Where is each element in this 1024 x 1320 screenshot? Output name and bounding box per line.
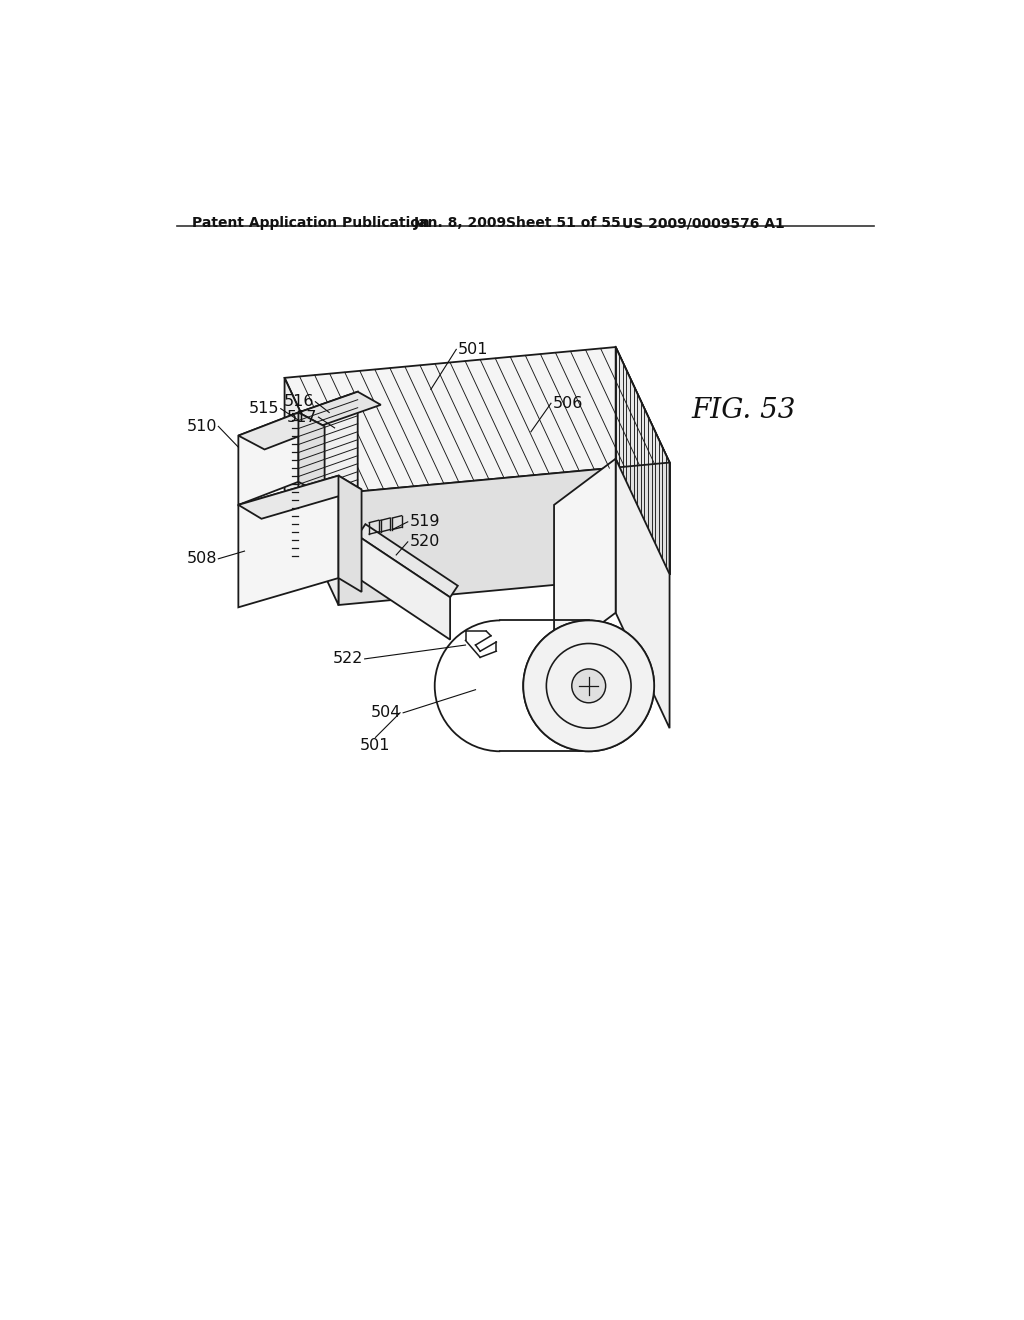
- Text: 501: 501: [458, 342, 488, 356]
- Text: 520: 520: [410, 535, 439, 549]
- Text: 519: 519: [410, 515, 439, 529]
- Polygon shape: [298, 392, 357, 557]
- Polygon shape: [239, 412, 325, 449]
- Polygon shape: [357, 524, 458, 598]
- Polygon shape: [285, 378, 339, 605]
- Polygon shape: [357, 536, 451, 640]
- Ellipse shape: [523, 620, 654, 751]
- Polygon shape: [298, 412, 325, 496]
- Text: FIG. 53: FIG. 53: [691, 397, 796, 424]
- Text: US 2009/0009576 A1: US 2009/0009576 A1: [622, 216, 784, 230]
- Polygon shape: [239, 412, 298, 506]
- Ellipse shape: [571, 669, 605, 702]
- Text: Patent Application Publication: Patent Application Publication: [193, 216, 430, 230]
- Ellipse shape: [523, 620, 654, 751]
- Text: 515: 515: [249, 401, 280, 416]
- Text: 508: 508: [186, 552, 217, 566]
- Text: Sheet 51 of 55: Sheet 51 of 55: [506, 216, 622, 230]
- Polygon shape: [239, 475, 361, 519]
- Polygon shape: [339, 462, 670, 605]
- Text: 522: 522: [333, 651, 364, 667]
- Polygon shape: [615, 459, 670, 729]
- Polygon shape: [539, 347, 670, 536]
- Text: Jan. 8, 2009: Jan. 8, 2009: [414, 216, 507, 230]
- Text: 501: 501: [360, 738, 391, 752]
- Polygon shape: [615, 347, 670, 574]
- Text: 517: 517: [287, 409, 316, 425]
- Text: 510: 510: [186, 418, 217, 434]
- Text: 506: 506: [553, 396, 583, 411]
- Text: 504: 504: [372, 705, 401, 721]
- Text: 516: 516: [284, 395, 313, 409]
- Polygon shape: [285, 347, 670, 494]
- Polygon shape: [239, 475, 339, 607]
- Polygon shape: [554, 459, 615, 659]
- Polygon shape: [298, 392, 381, 425]
- Polygon shape: [339, 475, 361, 591]
